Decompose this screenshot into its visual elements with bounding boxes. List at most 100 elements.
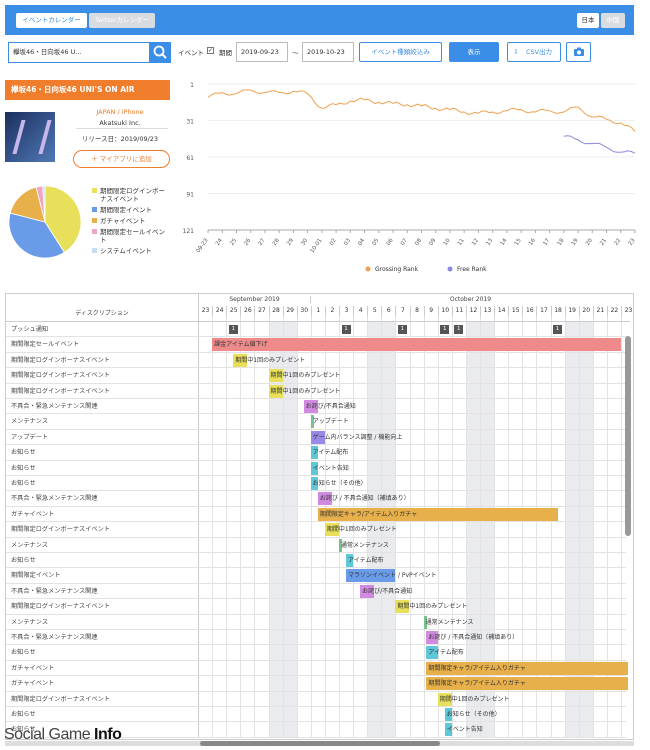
day-header: 14 — [494, 306, 508, 316]
gantt-row: 期間限定ログインボーナスイベント — [6, 384, 626, 399]
app-publisher: Akatsuki Inc. — [99, 119, 141, 127]
gantt-row: ガチャイベント — [6, 507, 626, 523]
event-bar[interactable]: アイテム配布 — [310, 446, 349, 460]
push-count-badge[interactable]: 1 — [454, 325, 464, 334]
event-type-filter-button[interactable]: イベント種類絞込み — [359, 42, 442, 62]
event-bar[interactable]: お詫び/不具合通知 — [303, 400, 356, 413]
push-count-badge[interactable]: 1 — [553, 325, 562, 334]
x-tick-label: 10-01 — [309, 238, 323, 255]
horizontal-scrollbar-thumb[interactable] — [200, 741, 440, 746]
day-header: 3 — [339, 306, 353, 316]
event-bar[interactable]: アイテム配布 — [426, 646, 464, 660]
event-checkbox[interactable]: ✓ — [207, 47, 214, 54]
event-bar[interactable]: 課金アイテム値下げ — [212, 338, 621, 352]
gantt-row: お知らせ — [6, 645, 626, 661]
push-notification-row: プッシュ通知 — [6, 322, 626, 338]
gantt-row: メンテナンス — [6, 414, 626, 430]
x-tick-label: 25 — [229, 237, 238, 247]
row-description: 期間限定ログインボーナスイベント — [11, 603, 110, 611]
day-header: 30 — [296, 306, 311, 316]
camera-icon — [573, 47, 584, 56]
row-description: 不具合・緊急メンテナンス関連 — [11, 634, 98, 641]
x-tick-label: 23 — [628, 237, 637, 247]
x-tick-label: 18 — [557, 237, 566, 247]
gantt-row: 不具合・緊急メンテナンス関連 — [6, 399, 626, 415]
event-bar[interactable]: 期間限定キャラ/アイテム入りガチャ — [426, 661, 629, 675]
legend-label[interactable]: Free Rank — [457, 266, 487, 273]
gantt-row: 期間限定イベント — [6, 568, 626, 584]
legend-item[interactable]: 期間限定セールイベント — [92, 228, 170, 244]
add-to-my-apps-button[interactable]: ＋ マイアプリに追加 — [73, 150, 170, 168]
event-bar[interactable]: マラソンイベント / PvPイベント — [346, 569, 437, 583]
gantt-row: 不具合・緊急メンテナンス関連 — [6, 584, 626, 600]
event-label: イベント — [178, 49, 204, 57]
month-september: September 2019 — [198, 296, 310, 303]
day-header: 2 — [324, 306, 339, 316]
date-from-input[interactable]: 2019-09-23 — [236, 42, 288, 62]
event-bar[interactable]: お知らせ（その他） — [310, 477, 367, 490]
event-bar[interactable]: 期間中1回のみプレゼント — [437, 692, 510, 706]
event-bar[interactable]: イベント告知 — [444, 723, 483, 737]
event-bar[interactable]: ゲーム内バランス調整 / 機能向上 — [310, 430, 402, 444]
gantt-row: 期間限定ログインボーナスイベント — [6, 522, 626, 538]
lang-chinese-button[interactable]: 中国 — [601, 13, 625, 28]
day-header: 15 — [508, 306, 522, 316]
event-bar[interactable]: 期間限定キャラ/アイテム入りガチャ — [317, 507, 558, 521]
day-header: 4 — [353, 306, 367, 316]
description-header: ディスクリプション — [75, 310, 129, 317]
date-to-input[interactable]: 2019-10-23 — [302, 42, 354, 62]
push-count-badge[interactable]: 1 — [228, 325, 238, 334]
day-header: 11 — [451, 306, 466, 316]
x-tick-label: 26 — [243, 237, 252, 247]
legend-item[interactable]: 期間限定イベント — [92, 206, 170, 214]
push-count-badge[interactable]: 1 — [397, 325, 407, 334]
vertical-scrollbar[interactable] — [625, 336, 631, 536]
tab-twitter-calendar[interactable]: Twitterカレンダー — [89, 13, 155, 28]
push-count-badge[interactable]: 1 — [440, 325, 450, 334]
x-tick-label: 08 — [414, 237, 423, 247]
event-bar[interactable]: アイテム配布 — [346, 554, 384, 567]
event-bar[interactable]: イベント告知 — [310, 461, 349, 475]
pie-slice — [8, 212, 65, 259]
event-bar[interactable]: 通常メンテナンス — [339, 538, 389, 552]
camera-button[interactable] — [566, 42, 591, 62]
event-bar[interactable]: 期間限定キャラ/アイテム入りガチャ — [426, 677, 629, 691]
legend-label[interactable]: Grossing Rank — [375, 266, 419, 273]
event-bar[interactable]: 通常メンテナンス — [423, 615, 474, 629]
legend-item[interactable]: 期間限定ログインボーナスイベント — [92, 187, 170, 203]
search-button[interactable] — [150, 42, 171, 63]
day-header: 9 — [423, 306, 438, 316]
day-header: 5 — [367, 306, 381, 316]
x-tick-label: 21 — [599, 238, 608, 247]
row-description: 期間限定セールイベント — [11, 341, 80, 349]
event-bar[interactable]: お詫び/不具合通知 — [360, 584, 412, 598]
event-bar[interactable]: お詫び / 不具合通知（補填あり） — [426, 631, 518, 644]
event-bar[interactable]: アップデート — [310, 415, 349, 429]
event-bar[interactable]: 期間中1回のみプレゼント — [395, 600, 467, 614]
event-bar[interactable]: お詫び / 不具合通知（補填あり） — [317, 492, 410, 506]
lang-japanese-button[interactable]: 日本 — [577, 13, 599, 28]
y-tick-label: 61 — [186, 155, 194, 162]
event-bar[interactable]: 期間中1回のみプレゼント — [324, 523, 397, 537]
legend-item[interactable]: ガチャイベント — [92, 217, 170, 225]
day-header: 29 — [282, 306, 297, 316]
event-bar[interactable]: 期間中1回のみプレゼント — [268, 369, 340, 383]
push-count-badge[interactable]: 1 — [341, 325, 351, 334]
day-header: 1 — [310, 306, 325, 316]
event-bar[interactable]: お知らせ（その他） — [444, 708, 501, 721]
x-tick-label: 22 — [613, 238, 622, 247]
event-type-pie-chart — [8, 185, 82, 259]
legend-item[interactable]: システムイベント — [92, 247, 170, 255]
show-button[interactable]: 表示 — [449, 42, 499, 62]
x-tick-label: 13 — [485, 237, 494, 247]
row-description: 期間限定ログインボーナスイベント — [11, 356, 110, 364]
row-description: 期間限定ログインボーナスイベント — [11, 372, 110, 380]
y-tick-label: 31 — [186, 119, 194, 126]
event-bar[interactable]: 期間中1回のみプレゼント — [233, 353, 305, 367]
event-bar[interactable]: 期間中1回のみプレゼント — [268, 384, 340, 398]
csv-export-button[interactable]: ⇩ CSV出力 — [507, 42, 561, 62]
tab-event-calendar[interactable]: イベントカレンダー — [16, 13, 87, 28]
row-description: 不具合・緊急メンテナンス関連 — [11, 403, 98, 410]
app-search-input[interactable]: 欅坂46・日向坂46 U... — [8, 42, 150, 63]
day-header: 28 — [268, 306, 283, 316]
